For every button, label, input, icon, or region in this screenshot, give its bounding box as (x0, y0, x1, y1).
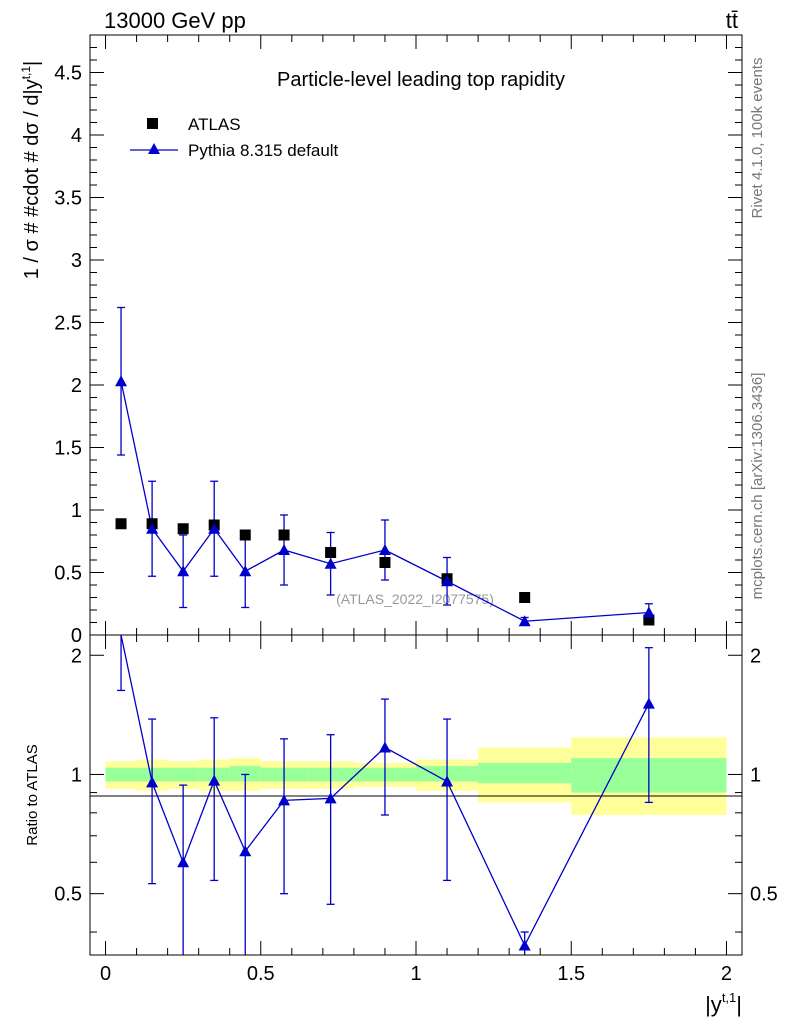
x-tick-label: 1 (410, 963, 421, 985)
atlas-point (519, 592, 531, 603)
main-panel: 0 0.5 1 1.5 2 2.5 3 3.5 4 4.5 Particle-level lead… (54, 34, 743, 647)
main-data (115, 306, 655, 627)
ratio-point (239, 845, 252, 857)
pythia-point (378, 544, 391, 555)
ratio-point (378, 741, 391, 753)
y-tick-label: 2.5 (54, 313, 82, 335)
ratio-y-tick-label: 1 (71, 764, 82, 786)
ratio-bands (105, 737, 727, 815)
legend: ATLAS Pythia 8.315 default (130, 115, 339, 160)
ratio-band-inner (105, 767, 137, 782)
y-tick-label: 0.5 (54, 563, 82, 585)
ratio-axes: 0.5 0.5 1 1 2 2 0 0.5 1 1.5 2 (54, 635, 778, 985)
process-label: tt̄ (726, 8, 738, 33)
ratio-point (642, 697, 655, 709)
pythia-point (208, 522, 221, 534)
energy-label: 13000 GeV pp (104, 8, 246, 33)
pythia-point (518, 615, 531, 627)
atlas-point (643, 614, 655, 626)
ratio-point (146, 776, 159, 788)
ratio-point (324, 792, 337, 804)
x-tick-label: 1.5 (557, 963, 585, 985)
legend-atlas-marker (147, 118, 158, 129)
watermark: (ATLAS_2022_I2077575) (336, 591, 494, 607)
pythia-point (146, 522, 159, 534)
y-tick-label: 1.5 (54, 438, 82, 460)
y-tick-label: 3.5 (54, 188, 82, 210)
ratio-band-inner (229, 766, 261, 782)
y-tick-label: 2 (71, 375, 82, 397)
chart-title: Particle-level leading top rapidity (277, 69, 565, 91)
ratio-band-inner (167, 767, 199, 782)
main-axes: 0 0.5 1 1.5 2 2.5 3 3.5 4 4.5 (54, 34, 742, 647)
ratio-panel: 0.5 0.5 1 1 2 2 0 0.5 1 1.5 2 (54, 634, 778, 985)
ratio-point (518, 939, 531, 951)
ratio-point (177, 856, 190, 868)
ratio-data (117, 634, 655, 955)
atlas-point (325, 547, 337, 558)
legend-pythia-marker (148, 143, 160, 154)
ratio-point (208, 774, 221, 786)
ratio-y-axis-label: Ratio to ATLAS (24, 744, 41, 845)
pythia-point (239, 565, 252, 577)
y-tick-label: 0 (71, 625, 82, 647)
ratio-y-tick-label-right: 1 (750, 764, 761, 786)
legend-pythia-label: Pythia 8.315 default (188, 141, 339, 160)
mcplots-label: mcplots.cern.ch [arXiv:1306.3436] (749, 373, 766, 600)
ratio-point (278, 794, 291, 806)
pythia-line (120, 381, 649, 622)
ratio-y-tick-label: 0.5 (54, 884, 82, 906)
ratio-y-tick-label-right: 0.5 (750, 884, 778, 906)
atlas-point (278, 529, 290, 541)
legend-atlas-label: ATLAS (188, 115, 241, 134)
y-tick-label: 4 (71, 125, 82, 147)
x-tick-label: 0.5 (247, 963, 275, 985)
atlas-point (115, 518, 127, 530)
atlas-point (379, 557, 391, 568)
y-tick-label: 3 (71, 250, 82, 272)
x-tick-label: 2 (721, 963, 732, 985)
rivet-label: Rivet 4.1.0, 100k events (749, 58, 766, 219)
y-axis-label: 1 / σ # #cdot # dσ / d|yt,1| (19, 61, 43, 280)
x-tick-label: 0 (100, 963, 111, 985)
ratio-point (441, 775, 454, 787)
atlas-point (239, 529, 251, 541)
pythia-point (177, 565, 190, 577)
x-axis-label: |yt,1| (705, 990, 742, 1017)
y-tick-label: 1 (71, 500, 82, 522)
ratio-y-tick-label-right: 2 (750, 645, 761, 667)
y-tick-label: 4.5 (54, 63, 82, 85)
ratio-band-inner (478, 762, 572, 784)
pythia-point (441, 575, 454, 587)
pythia-point (324, 557, 337, 569)
pythia-point (278, 544, 291, 555)
atlas-point (177, 523, 189, 535)
pythia-point (642, 606, 655, 618)
pythia-point (115, 375, 128, 387)
ratio-y-tick-label: 2 (71, 645, 82, 667)
